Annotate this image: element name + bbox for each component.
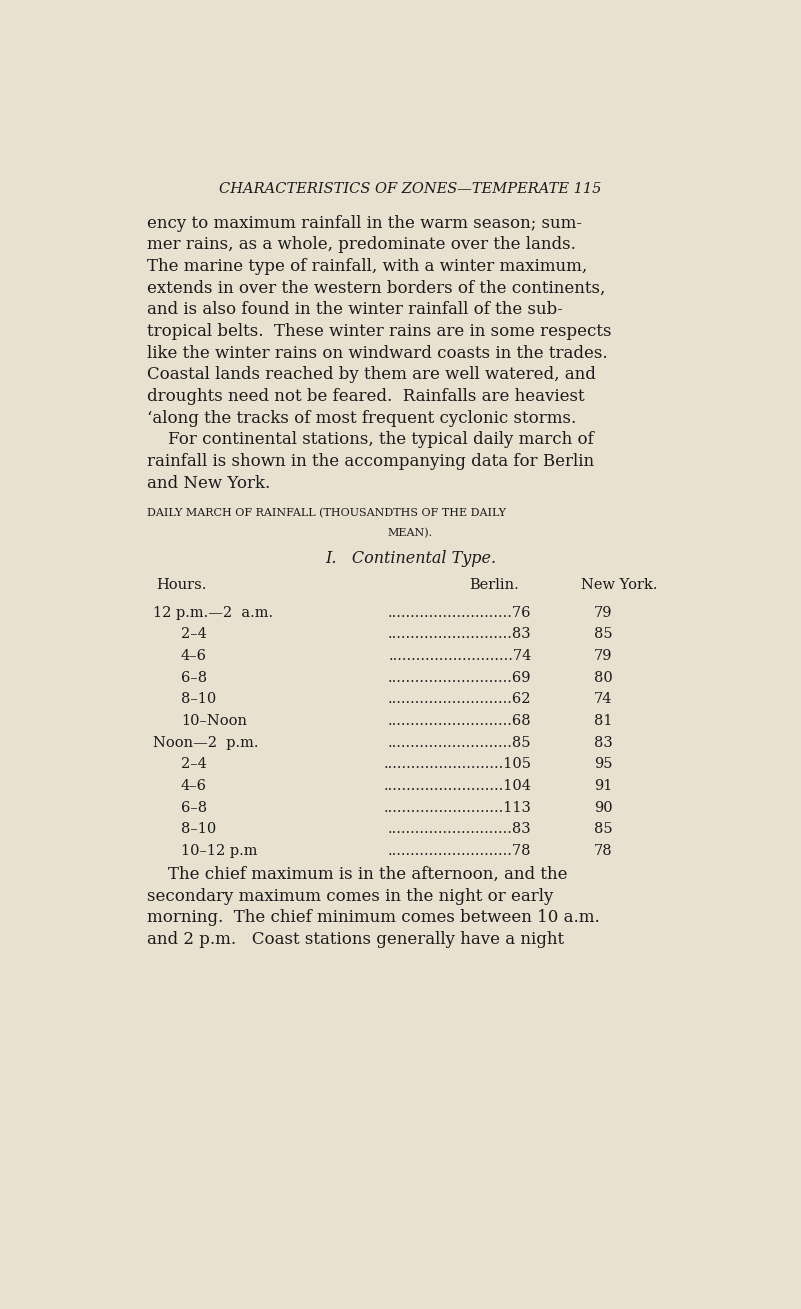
Text: ...........................83: ...........................83 <box>388 822 532 836</box>
Text: droughts need not be feared.  Rainfalls are heaviest: droughts need not be feared. Rainfalls a… <box>147 387 584 404</box>
Text: ...........................78: ...........................78 <box>388 844 532 857</box>
Text: rainfall is shown in the accompanying data for Berlin: rainfall is shown in the accompanying da… <box>147 453 594 470</box>
Text: 79: 79 <box>594 606 612 619</box>
Text: 4–6: 4–6 <box>181 779 207 793</box>
Text: ...........................74: ...........................74 <box>388 649 532 662</box>
Text: ..........................105: ..........................105 <box>384 758 532 771</box>
Text: ency to maximum rainfall in the warm season; sum-: ency to maximum rainfall in the warm sea… <box>147 215 582 232</box>
Text: 74: 74 <box>594 692 612 707</box>
Text: 85: 85 <box>594 627 612 641</box>
Text: 12 p.m.—2  a.m.: 12 p.m.—2 a.m. <box>153 606 273 619</box>
Text: ...........................68: ...........................68 <box>388 713 532 728</box>
Text: CHARACTERISTICS OF ZONES—TEMPERATE 115: CHARACTERISTICS OF ZONES—TEMPERATE 115 <box>219 182 602 196</box>
Text: DAILY MARCH OF RAINFALL (THOUSANDTHS OF THE DAILY: DAILY MARCH OF RAINFALL (THOUSANDTHS OF … <box>147 508 505 518</box>
Text: ...........................69: ...........................69 <box>388 670 532 685</box>
Text: 95: 95 <box>594 758 612 771</box>
Text: extends in over the western borders of the continents,: extends in over the western borders of t… <box>147 280 605 297</box>
Text: 6–8: 6–8 <box>181 670 207 685</box>
Text: 91: 91 <box>594 779 612 793</box>
Text: like the winter rains on windward coasts in the trades.: like the winter rains on windward coasts… <box>147 344 607 361</box>
Text: MEAN).: MEAN). <box>388 528 433 538</box>
Text: 10–12 p.m: 10–12 p.m <box>181 844 257 857</box>
Text: 8–10: 8–10 <box>181 692 216 707</box>
Text: Noon—2  p.m.: Noon—2 p.m. <box>153 736 259 750</box>
Text: and 2 p.m.   Coast stations generally have a night: and 2 p.m. Coast stations generally have… <box>147 931 564 948</box>
Text: morning.  The chief minimum comes between 10 a.m.: morning. The chief minimum comes between… <box>147 910 599 927</box>
Text: For continental stations, the typical daily march of: For continental stations, the typical da… <box>147 431 594 448</box>
Text: tropical belts.  These winter rains are in some respects: tropical belts. These winter rains are i… <box>147 323 611 340</box>
Text: 8–10: 8–10 <box>181 822 216 836</box>
Text: Hours.: Hours. <box>156 577 207 592</box>
Text: ..........................104: ..........................104 <box>384 779 532 793</box>
Text: 80: 80 <box>594 670 612 685</box>
Text: mer rains, as a whole, predominate over the lands.: mer rains, as a whole, predominate over … <box>147 236 576 253</box>
Text: Berlin.: Berlin. <box>469 577 519 592</box>
Text: and New York.: and New York. <box>147 475 270 492</box>
Text: 79: 79 <box>594 649 612 662</box>
Text: 81: 81 <box>594 713 612 728</box>
Text: ...........................83: ...........................83 <box>388 627 532 641</box>
Text: 6–8: 6–8 <box>181 801 207 814</box>
Text: I.   Continental Type.: I. Continental Type. <box>325 550 496 567</box>
Text: 2–4: 2–4 <box>181 758 207 771</box>
Text: ...........................76: ...........................76 <box>388 606 532 619</box>
Text: 4–6: 4–6 <box>181 649 207 662</box>
Text: and is also found in the winter rainfall of the sub-: and is also found in the winter rainfall… <box>147 301 562 318</box>
Text: The marine type of rainfall, with a winter maximum,: The marine type of rainfall, with a wint… <box>147 258 587 275</box>
Text: 78: 78 <box>594 844 612 857</box>
Text: 85: 85 <box>594 822 612 836</box>
Text: The chief maximum is in the afternoon, and the: The chief maximum is in the afternoon, a… <box>147 867 567 884</box>
Text: 83: 83 <box>594 736 612 750</box>
Text: ..........................113: ..........................113 <box>384 801 532 814</box>
Text: ʻalong the tracks of most frequent cyclonic storms.: ʻalong the tracks of most frequent cyclo… <box>147 410 576 427</box>
Text: 10–Noon: 10–Noon <box>181 713 247 728</box>
Text: 2–4: 2–4 <box>181 627 207 641</box>
Text: New York.: New York. <box>582 577 658 592</box>
Text: ...........................62: ...........................62 <box>388 692 532 707</box>
Text: 90: 90 <box>594 801 612 814</box>
Text: secondary maximum comes in the night or early: secondary maximum comes in the night or … <box>147 888 553 905</box>
Text: Coastal lands reached by them are well watered, and: Coastal lands reached by them are well w… <box>147 367 596 384</box>
Text: ...........................85: ...........................85 <box>388 736 532 750</box>
